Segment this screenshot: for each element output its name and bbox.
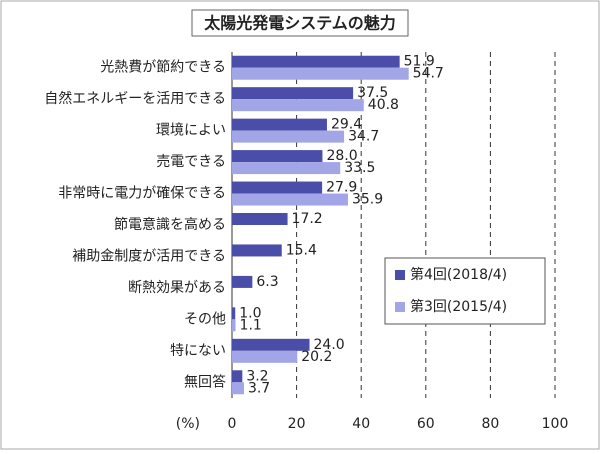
- value-label: 51.9: [404, 54, 435, 70]
- value-label: 54.7: [413, 66, 444, 82]
- bar: [232, 319, 236, 332]
- bar: [232, 382, 244, 395]
- legend-swatch: [395, 302, 405, 312]
- y-tick-label: 補助金制度が活用できる: [72, 248, 226, 264]
- y-tick-label: 売電できる: [156, 154, 226, 170]
- legend-label: 第3回(2015/4): [410, 298, 507, 315]
- value-label: 27.9: [326, 180, 357, 196]
- y-tick-label: 特にない: [170, 343, 226, 359]
- bar: [232, 350, 298, 363]
- bar: [232, 118, 327, 131]
- chart-title: 太陽光発電システムの魅力: [203, 14, 396, 33]
- x-tick-label: 20: [288, 416, 306, 432]
- value-label: 37.5: [357, 85, 388, 101]
- title-box: [191, 9, 409, 37]
- value-label: 24.0: [314, 337, 345, 353]
- value-label: 28.0: [326, 148, 357, 164]
- y-tick-label: 節電意識を高める: [114, 216, 226, 233]
- value-label: 20.2: [301, 349, 332, 365]
- bar: [232, 193, 348, 206]
- y-tick-label: 無回答: [184, 373, 226, 390]
- value-label: 3.2: [246, 368, 268, 384]
- bar: [232, 307, 236, 320]
- bar: [232, 275, 253, 288]
- value-label: 6.3: [256, 274, 278, 290]
- bar: [232, 99, 364, 112]
- bar: [232, 370, 243, 383]
- bar: [232, 87, 354, 100]
- value-label: 35.9: [352, 192, 383, 208]
- y-tick-label: 環境によい: [156, 123, 226, 139]
- value-label: 1.1: [240, 317, 262, 333]
- x-tick-label: 80: [481, 416, 499, 432]
- bar: [232, 67, 409, 80]
- y-tick-label: 非常時に電力が確保できる: [58, 186, 226, 202]
- bar: [232, 181, 323, 194]
- x-tick-label: 100: [542, 416, 569, 432]
- value-label: 34.7: [348, 129, 379, 145]
- x-tick-label: 60: [417, 416, 435, 432]
- value-label: 15.4: [286, 242, 317, 258]
- legend-box: [384, 257, 546, 325]
- bar: [232, 244, 282, 257]
- y-tick-label: 自然エネルギーを活用できる: [44, 90, 226, 107]
- bar: [232, 55, 400, 68]
- y-tick-label: 光熱費が節約できる: [100, 59, 226, 76]
- x-tick-label: 40: [352, 416, 370, 432]
- bar: [232, 213, 288, 225]
- x-axis-label: (%): [176, 416, 200, 432]
- bar: [232, 150, 323, 163]
- legend-swatch: [395, 270, 405, 280]
- legend-label: 第4回(2018/4): [410, 266, 507, 283]
- y-tick-label: 断熱効果がある: [128, 280, 226, 296]
- y-tick-label: その他: [184, 311, 226, 327]
- value-label: 3.7: [248, 380, 270, 396]
- bar: [232, 162, 341, 175]
- value-label: 17.2: [292, 211, 323, 227]
- value-label: 33.5: [344, 160, 375, 176]
- value-label: 40.8: [368, 97, 399, 113]
- value-label: 29.4: [331, 117, 362, 133]
- bar: [232, 338, 310, 351]
- value-label: 1.0: [239, 305, 261, 321]
- x-tick-label: 0: [228, 416, 237, 432]
- bar: [232, 130, 345, 143]
